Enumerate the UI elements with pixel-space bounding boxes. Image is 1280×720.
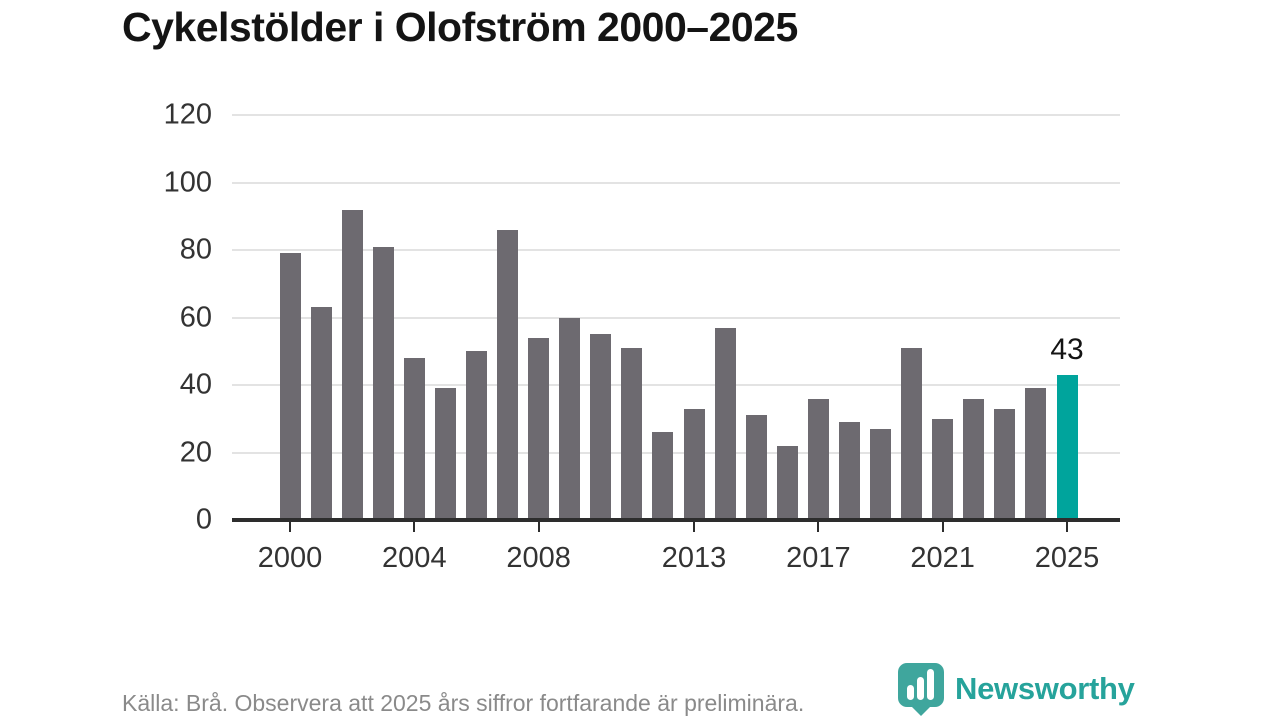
bar-2020 [901, 347, 923, 520]
x-axis-tick-2000 [289, 522, 291, 532]
x-axis-label-2021: 2021 [910, 542, 975, 574]
bar-2011 [621, 347, 643, 520]
bar-2012 [652, 432, 674, 520]
x-axis-label-2017: 2017 [786, 542, 851, 574]
x-axis-tick-2021 [941, 522, 944, 532]
bar-2000 [279, 253, 301, 520]
x-axis-tick-2017 [817, 522, 820, 532]
bar-2005 [434, 388, 456, 520]
gridline-y-100 [232, 181, 1120, 184]
newsworthy-barchart-pin-icon [898, 663, 944, 716]
bar-2002 [341, 209, 363, 520]
y-axis-label-60: 60 [179, 301, 212, 333]
gridline-y-20 [232, 451, 1120, 454]
bar-2006 [465, 351, 487, 520]
x-axis-tick-2025 [1066, 522, 1068, 532]
bar-2003 [372, 246, 394, 520]
x-axis-line [232, 518, 1120, 522]
bar-2023 [994, 408, 1016, 520]
gridline-y-120 [232, 114, 1120, 116]
value-annotation: 43 [1050, 332, 1084, 366]
y-axis-label-0: 0 [195, 503, 212, 536]
bar-2004 [403, 358, 425, 520]
x-axis-label-2025: 2025 [1034, 542, 1100, 574]
bar-2001 [310, 307, 332, 520]
bar-2019 [870, 428, 892, 520]
y-axis-label-20: 20 [179, 436, 212, 468]
y-axis-label-120: 120 [163, 98, 212, 131]
bar-2018 [838, 422, 860, 520]
bar-2014 [714, 327, 736, 520]
x-axis-tick-2008 [537, 522, 540, 532]
x-axis-label-2008: 2008 [506, 542, 571, 574]
bar-2017 [807, 398, 829, 520]
x-axis-label-2013: 2013 [661, 542, 727, 574]
x-axis-label-2004: 2004 [382, 542, 447, 574]
x-axis-tick-2004 [413, 522, 416, 532]
bar-2024 [1025, 388, 1047, 520]
newsworthy-logo-text: Newsworthy [955, 671, 1135, 706]
y-axis-label-100: 100 [163, 166, 212, 198]
bar-2025 [1056, 374, 1078, 520]
gridline-y-60 [232, 316, 1120, 319]
bar-2013 [683, 408, 705, 520]
chart-title: Cykelstölder i Olofström 2000–2025 [122, 4, 798, 50]
y-axis-label-80: 80 [179, 233, 212, 266]
bar-2021 [932, 418, 954, 520]
bar-2009 [559, 317, 581, 520]
newsworthy-logo: Newsworthy [897, 662, 1135, 716]
bar-2007 [497, 229, 519, 520]
gridline-y-40 [232, 384, 1120, 386]
gridline-y-80 [232, 249, 1120, 251]
bar-2022 [963, 398, 985, 520]
bar-2016 [776, 445, 798, 520]
bar-2015 [745, 415, 767, 520]
bar-2008 [528, 337, 550, 520]
x-axis-tick-2013 [693, 522, 696, 532]
bar-2010 [590, 334, 612, 520]
y-axis-label-40: 40 [179, 368, 212, 401]
source-note: Källa: Brå. Observera att 2025 års siffr… [122, 690, 805, 716]
x-axis-label-2000: 2000 [257, 542, 323, 574]
